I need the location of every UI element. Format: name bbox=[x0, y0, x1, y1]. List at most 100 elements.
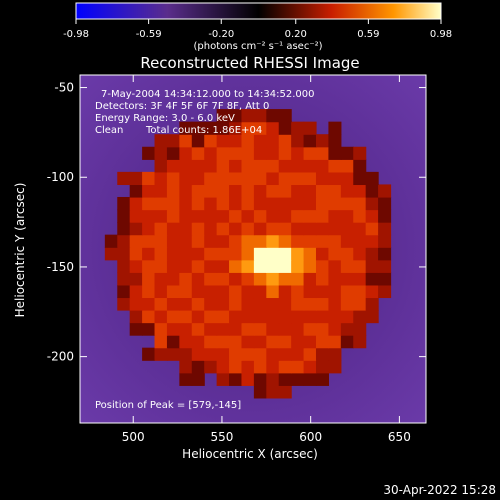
heatmap-cell bbox=[204, 284, 218, 299]
heatmap-cell bbox=[154, 209, 168, 223]
heatmap-cell bbox=[204, 222, 218, 236]
heatmap-cell bbox=[303, 234, 317, 248]
heatmap-cell bbox=[365, 297, 379, 311]
heatmap-cell bbox=[191, 159, 205, 173]
heatmap-cell bbox=[378, 209, 392, 223]
heatmap-cell bbox=[191, 209, 205, 223]
heatmap-cell bbox=[166, 259, 180, 273]
heatmap-cell bbox=[278, 146, 292, 160]
heatmap-cell bbox=[315, 146, 330, 160]
image-area bbox=[80, 75, 426, 423]
heatmap-cell bbox=[166, 196, 180, 211]
heatmap-cell bbox=[328, 209, 342, 223]
heatmap-cell bbox=[303, 146, 317, 160]
heatmap-cell bbox=[378, 196, 392, 211]
heatmap-cell bbox=[142, 146, 156, 160]
heatmap-cell bbox=[340, 196, 354, 211]
heatmap-cell bbox=[266, 234, 280, 248]
heatmap-cell bbox=[229, 121, 243, 135]
heatmap-cell bbox=[315, 234, 330, 248]
heatmap-cell bbox=[340, 309, 354, 324]
heatmap-cell bbox=[117, 259, 131, 273]
heatmap-cell bbox=[154, 347, 168, 361]
heatmap-cell bbox=[129, 196, 143, 211]
heatmap-cell bbox=[266, 259, 280, 273]
heatmap-cell bbox=[191, 222, 205, 236]
heatmap-cell bbox=[291, 335, 305, 349]
heatmap-cell bbox=[315, 347, 330, 361]
heatmap-cell bbox=[291, 309, 305, 324]
heatmap-cell bbox=[204, 209, 218, 223]
heatmap-cell bbox=[142, 322, 156, 336]
heatmap-cell bbox=[253, 209, 267, 223]
heatmap-cell bbox=[117, 209, 131, 223]
heatmap-cell bbox=[204, 159, 218, 173]
heatmap-cell bbox=[291, 146, 305, 160]
heatmap-cell bbox=[229, 159, 243, 173]
heatmap-cell bbox=[253, 146, 267, 160]
heatmap-cell bbox=[340, 247, 354, 261]
heatmap-cell bbox=[291, 247, 305, 261]
heatmap-cell bbox=[204, 297, 218, 311]
heatmap-cell bbox=[328, 121, 342, 135]
heatmap-cell bbox=[266, 146, 280, 160]
heatmap-cell bbox=[166, 146, 180, 160]
chart-title: Reconstructed RHESSI Image bbox=[140, 54, 359, 72]
heatmap-cell bbox=[129, 322, 143, 336]
heatmap-cell bbox=[266, 196, 280, 211]
heatmap-cell bbox=[191, 272, 205, 286]
heatmap-cell bbox=[154, 234, 168, 248]
heatmap-cell bbox=[142, 209, 156, 223]
heatmap-cell bbox=[340, 209, 354, 223]
heatmap-cell bbox=[142, 222, 156, 236]
heatmap-cell bbox=[154, 196, 168, 211]
heatmap-cell bbox=[353, 259, 367, 273]
heatmap-cell bbox=[204, 121, 218, 135]
heatmap-cell bbox=[142, 297, 156, 311]
heatmap-cell bbox=[328, 247, 342, 261]
heatmap-cell bbox=[179, 347, 193, 361]
heatmap-cell bbox=[204, 146, 218, 160]
heatmap-cell bbox=[166, 209, 180, 223]
heatmap-cell bbox=[340, 335, 354, 349]
heatmap-cell bbox=[191, 247, 205, 261]
heatmap-cell bbox=[191, 360, 205, 374]
heatmap-cell bbox=[266, 347, 280, 361]
heatmap-cell bbox=[142, 272, 156, 286]
heatmap-cell bbox=[315, 322, 330, 336]
heatmap-cell bbox=[266, 322, 280, 336]
heatmap-cell bbox=[253, 184, 267, 198]
heatmap-cell bbox=[266, 159, 280, 173]
heatmap-cell bbox=[328, 322, 342, 336]
heatmap-cell bbox=[328, 347, 342, 361]
heatmap-cell bbox=[303, 360, 317, 374]
detectors-text: Detectors: 3F 4F 5F 6F 7F 8F, Att 0 bbox=[95, 101, 269, 112]
heatmap-cell bbox=[303, 335, 317, 349]
heatmap-cell bbox=[154, 322, 168, 336]
heatmap-cell bbox=[229, 134, 243, 148]
heatmap-cell bbox=[154, 134, 168, 148]
heatmap-cell bbox=[154, 159, 168, 173]
heatmap-cell bbox=[179, 372, 193, 386]
heatmap-cell bbox=[328, 259, 342, 273]
heatmap-cell bbox=[303, 347, 317, 361]
heatmap-cell bbox=[278, 121, 292, 135]
heatmap-cell bbox=[291, 297, 305, 311]
heatmap-cell bbox=[253, 372, 267, 386]
heatmap-cell bbox=[291, 134, 305, 148]
heatmap-cell bbox=[266, 171, 280, 186]
heatmap-cell bbox=[291, 121, 305, 135]
heatmap-cell bbox=[303, 196, 317, 211]
heatmap-cell bbox=[216, 121, 230, 135]
heatmap-cell bbox=[191, 146, 205, 160]
heatmap-cell bbox=[179, 159, 193, 173]
heatmap-cell bbox=[179, 234, 193, 248]
heatmap-cell bbox=[229, 171, 243, 186]
heatmap-cell bbox=[204, 335, 218, 349]
heatmap-cell bbox=[291, 347, 305, 361]
heatmap-cell bbox=[303, 209, 317, 223]
heatmap-cell bbox=[191, 309, 205, 324]
heatmap-cell bbox=[253, 322, 267, 336]
heatmap-cell bbox=[253, 385, 267, 399]
heatmap-cell bbox=[216, 372, 230, 386]
